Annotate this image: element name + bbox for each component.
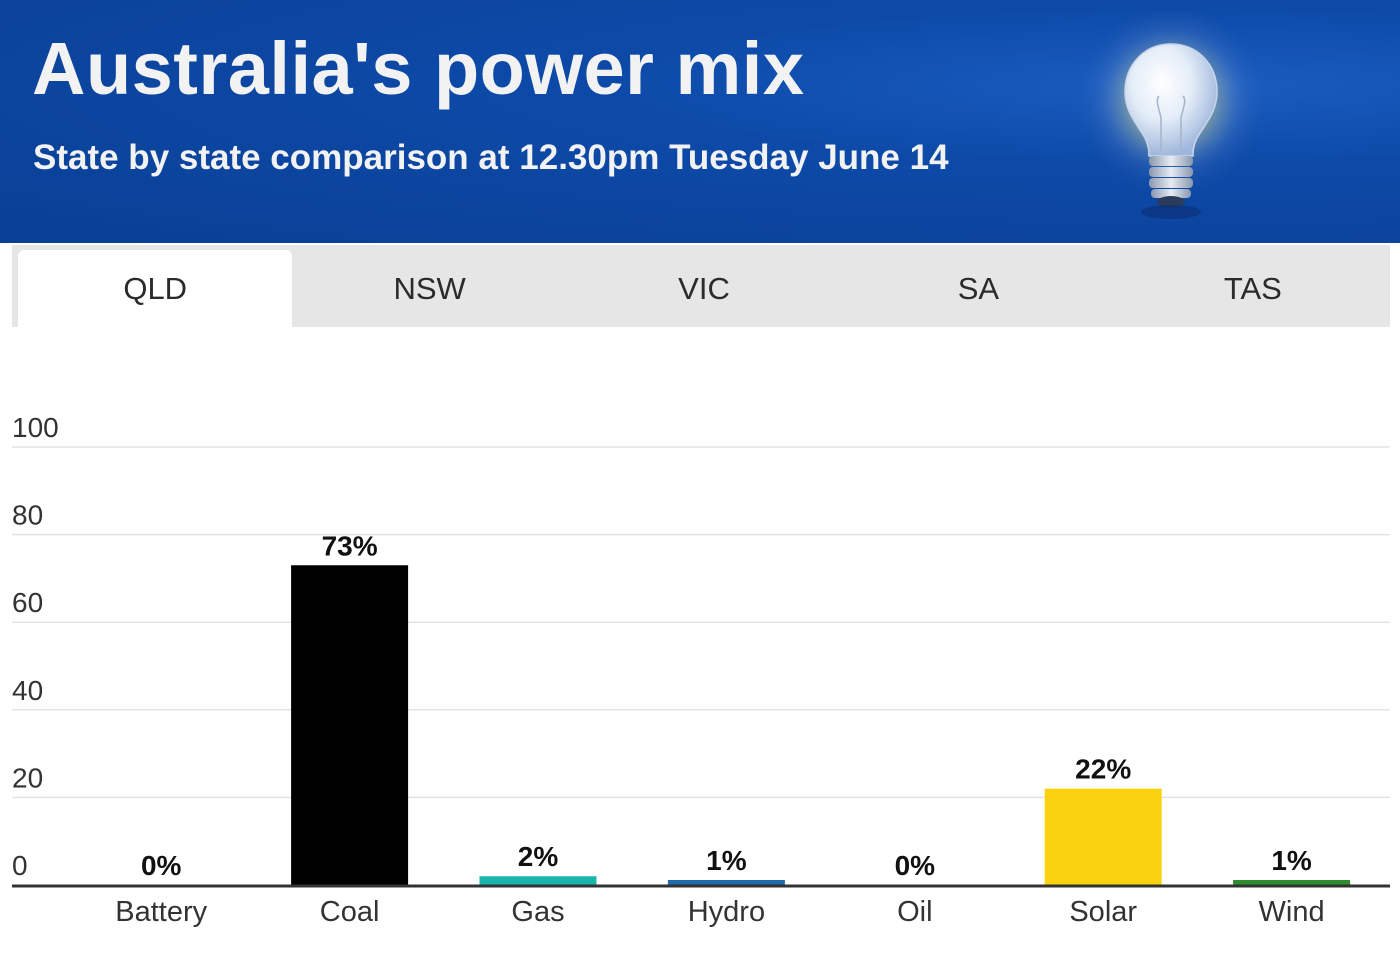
power-mix-chart: 0 20 40 60 80 100 0% Battery 73% Coal 2% Gas 1% Hydro…	[0, 330, 1400, 955]
bar	[291, 565, 409, 885]
data-label: 22%	[1075, 754, 1131, 785]
tab-vic[interactable]: VIC	[678, 270, 730, 306]
data-label: 0%	[141, 850, 182, 881]
data-label: 73%	[322, 530, 378, 561]
bar	[1044, 788, 1162, 885]
y-tick-label: 100	[12, 412, 59, 443]
data-label: 2%	[518, 841, 559, 872]
y-tick-label: 20	[12, 762, 43, 793]
bar-chart-svg: 0 20 40 60 80 100 0% Battery 73% Coal 2% Gas 1% Hydro…	[12, 412, 1390, 928]
y-tick-label: 0	[12, 850, 28, 881]
x-tick-label: Gas	[511, 896, 564, 928]
header-banner: Australia's power mix State by state com…	[0, 0, 1400, 243]
data-label: 1%	[706, 845, 747, 876]
y-tick-label: 60	[12, 587, 43, 618]
page-subtitle: State by state comparison at 12.30pm Tue…	[33, 138, 949, 177]
tab-sa[interactable]: SA	[957, 270, 1000, 306]
data-label: 0%	[895, 850, 936, 881]
x-tick-label: Battery	[115, 896, 207, 928]
x-tick-label: Wind	[1259, 896, 1325, 928]
bar	[667, 880, 785, 885]
y-tick-label: 80	[12, 500, 43, 531]
y-tick-label: 40	[12, 675, 43, 706]
x-tick-label: Hydro	[688, 896, 765, 928]
tab-nsw[interactable]: NSW	[393, 270, 466, 306]
page-title: Australia's power mix	[32, 27, 805, 110]
bar	[1233, 880, 1351, 885]
state-tabs: QLD NSW VIC SA TAS	[12, 245, 1390, 327]
lightbulb-icon	[1071, 0, 1275, 243]
tab-tas[interactable]: TAS	[1223, 270, 1282, 306]
x-tick-label: Solar	[1069, 896, 1137, 928]
tab-qld[interactable]: QLD	[18, 250, 293, 327]
x-tick-label: Coal	[320, 896, 380, 928]
bar	[479, 876, 597, 885]
data-label: 1%	[1271, 845, 1312, 876]
x-tick-label: Oil	[897, 896, 932, 928]
